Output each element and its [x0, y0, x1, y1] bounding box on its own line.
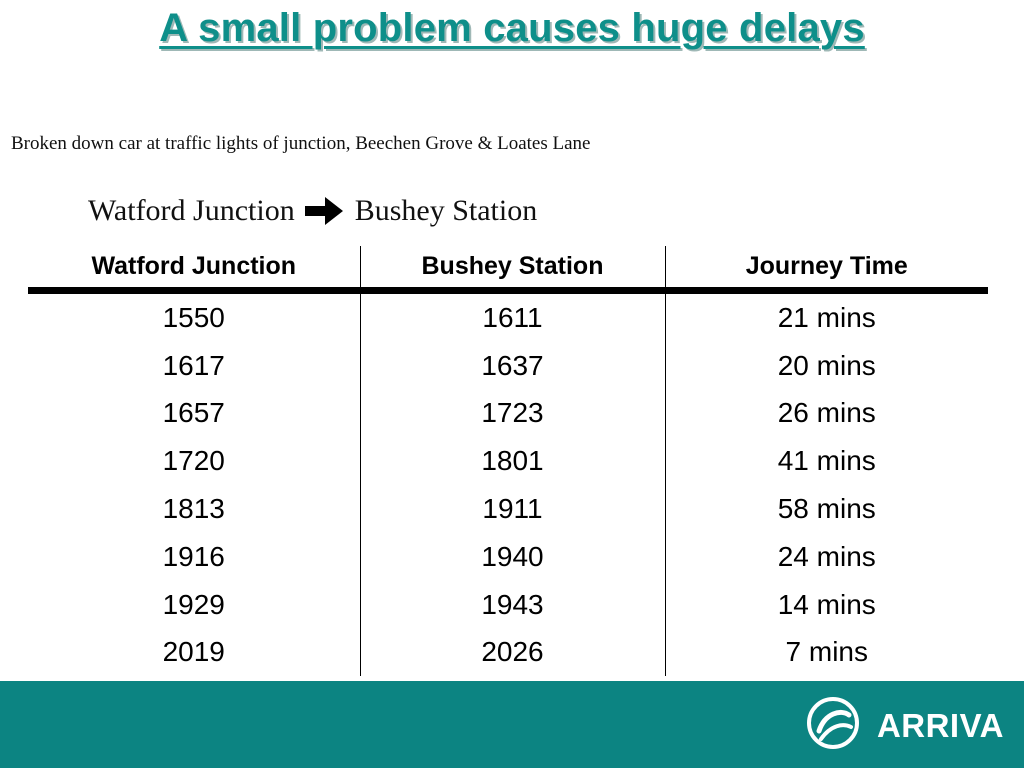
arrival-cell: 2026 [359, 628, 665, 677]
table-row: 1550 1611 21 mins [28, 290, 988, 342]
departure-cell: 1550 [162, 301, 225, 333]
journey-time-cell: 7 mins [664, 628, 988, 677]
journey-time-cell: 41 mins [664, 437, 988, 486]
departure-cell: 1657 [162, 397, 225, 429]
arrow-right-icon [303, 196, 345, 226]
arriva-logo: ARRIVA [805, 695, 1004, 756]
departure-cell: 2019 [162, 636, 225, 668]
departure-cell: 1813 [162, 493, 225, 525]
table-row: 1916 1940 24 mins [28, 532, 988, 581]
journey-times-table: Watford Junction Bushey Station Journey … [28, 246, 988, 677]
header-watford-junction: Watford Junction [28, 246, 360, 294]
table-row: 1617 1637 20 mins [28, 341, 988, 390]
journey-time-cell: 20 mins [664, 341, 988, 390]
arrival-cell: 1611 [359, 290, 665, 342]
journey-time-cell: 21 mins [664, 290, 988, 342]
header-journey-time: Journey Time [664, 246, 988, 294]
departure-cell: 1617 [162, 349, 225, 381]
route-from: Watford Junction [88, 194, 295, 227]
arrival-cell: 1637 [359, 341, 665, 390]
table-row: 1813 1911 58 mins [28, 485, 988, 533]
journey-time-cell: 58 mins [664, 485, 988, 533]
brand-name: ARRIVA [876, 706, 1004, 744]
table-row: 2019 2026 7 mins [28, 628, 988, 677]
arrival-cell: 1911 [359, 485, 665, 533]
arrival-cell: 1940 [359, 532, 665, 581]
route-heading: Watford Junction Bushey Station [88, 194, 537, 228]
header-bushey-station: Bushey Station [359, 246, 665, 294]
departure-cell: 1929 [162, 588, 225, 620]
slide-subtitle: Broken down car at traffic lights of jun… [11, 133, 591, 154]
journey-time-cell: 14 mins [664, 580, 988, 629]
footer-bar: ARRIVA [0, 681, 1024, 768]
journey-time-cell: 24 mins [664, 532, 988, 581]
route-to: Bushey Station [354, 194, 538, 227]
departure-cell: 1720 [162, 445, 225, 477]
arrival-cell: 1943 [359, 580, 665, 629]
departure-cell: 1916 [162, 540, 225, 572]
table-row: 1929 1943 14 mins [28, 580, 988, 629]
table-row: 1657 1723 26 mins [28, 389, 988, 438]
table-header-row: Watford Junction Bushey Station Journey … [28, 246, 988, 294]
arrival-cell: 1801 [359, 437, 665, 486]
journey-time-cell: 26 mins [664, 389, 988, 438]
slide-title: A small problem causes huge delays [159, 6, 865, 50]
arrival-cell: 1723 [359, 389, 665, 438]
arriva-swirl-icon [805, 695, 861, 756]
table-row: 1720 1801 41 mins [28, 437, 988, 486]
